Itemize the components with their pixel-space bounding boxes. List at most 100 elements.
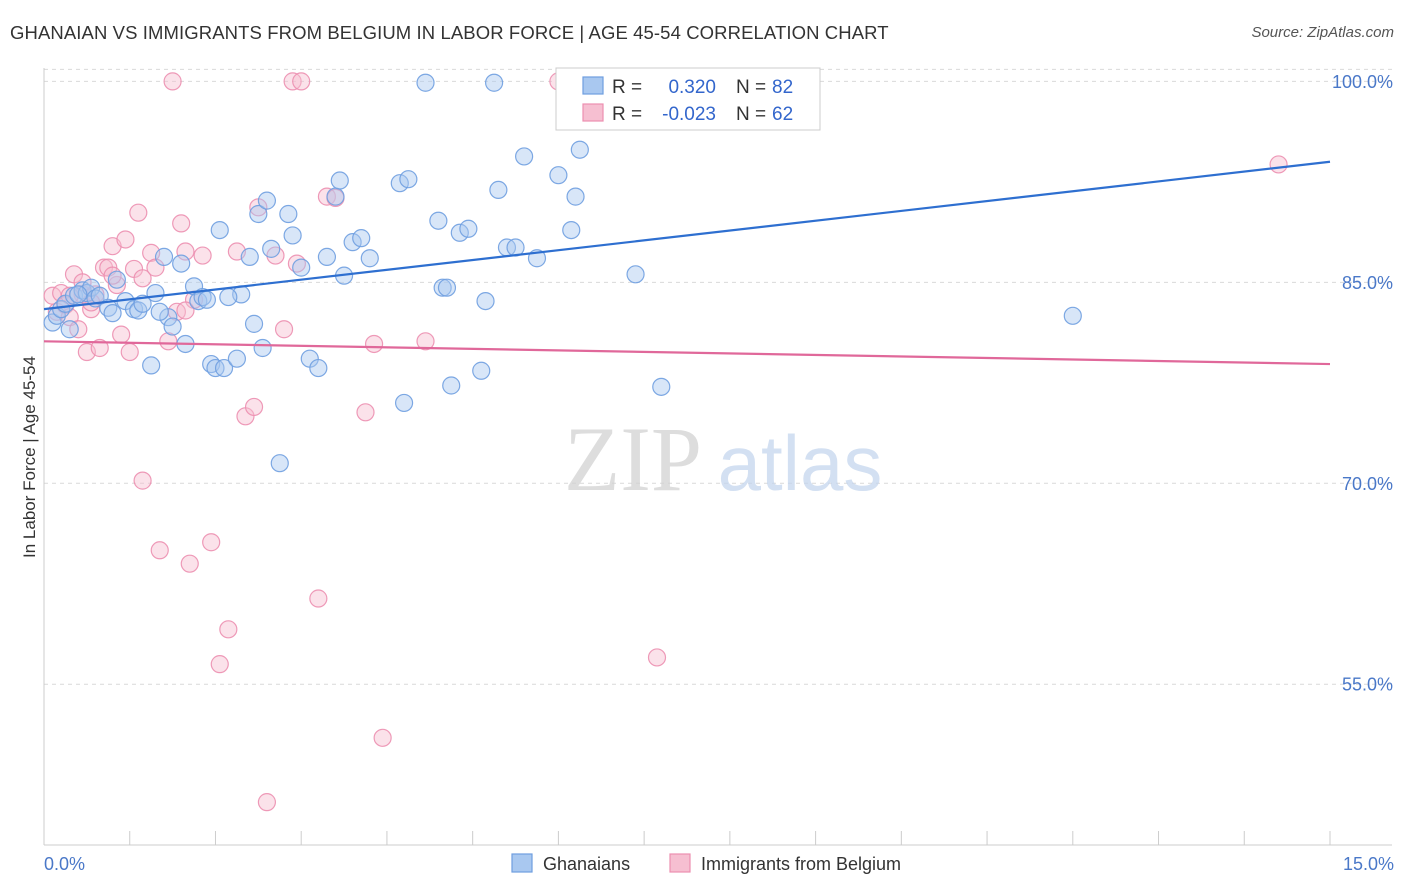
belgium-point-38 (244, 397, 264, 417)
ghanaian-point-51 (343, 233, 362, 252)
legend-r-label-0: R = (612, 77, 642, 98)
ghanaian-point-74 (566, 187, 585, 206)
y-tick-label-70: 70.0% (1342, 474, 1393, 494)
ghanaian-point-70 (515, 147, 534, 166)
ghanaian-point-35 (240, 247, 259, 266)
legend-r-label-1: R = (612, 104, 642, 125)
ghanaian-point-42 (279, 204, 298, 224)
ghanaian-point-20 (154, 247, 174, 266)
ghanaian-point-61 (442, 376, 461, 395)
gridlines (44, 68, 1392, 685)
y-tick-labels: 55.0% 70.0% 85.0% 100.0% (1332, 72, 1393, 695)
legend-swatch-belgium (582, 103, 604, 122)
ghanaian-point-60 (437, 278, 457, 297)
ghanaian-point-81 (219, 287, 238, 307)
ghanaian-point-72 (549, 166, 568, 185)
trend-line-ghanaians (43, 160, 1331, 311)
belgium-point-42 (274, 320, 294, 339)
watermark-atlas: atlas (718, 419, 883, 507)
ghanaian-point-52 (352, 229, 371, 248)
ghanaian-point-43 (283, 226, 302, 245)
ghanaian-point-80 (150, 302, 169, 321)
belgium-point-53 (647, 648, 667, 667)
ghanaian-point-36 (244, 314, 264, 333)
belgium-point-54 (1269, 155, 1288, 174)
belgium-point-17 (116, 230, 135, 249)
ghanaian-point-12 (103, 304, 122, 323)
belgium-point-24 (150, 541, 169, 560)
ghanaian-point-19 (146, 283, 165, 303)
belgium-point-21 (133, 269, 152, 288)
x-tick-label-min: 0.0% (44, 854, 85, 874)
trend-lines (43, 160, 1331, 366)
legend-r-value-1: -0.023 (662, 104, 716, 125)
ghanaian-point-46 (309, 358, 328, 378)
belgium-point-16 (112, 325, 131, 344)
ghanaian-point-23 (172, 254, 191, 273)
y-tick-label-55: 55.0% (1342, 675, 1393, 695)
axes (43, 68, 1392, 846)
ghanaian-point-49 (330, 171, 349, 190)
ghanaian-point-28 (197, 290, 216, 309)
belgium-point-33 (202, 533, 221, 552)
ghanaian-point-75 (570, 140, 589, 159)
ghanaian-point-48 (326, 187, 345, 206)
watermark: ZIP atlas (564, 408, 882, 510)
ghanaian-point-66 (485, 73, 504, 92)
watermark-zip: ZIP (564, 408, 702, 510)
bottom-legend-swatch-ghanaians (511, 853, 533, 873)
series-legend: Ghanaians Immigrants from Belgium (511, 853, 901, 874)
belgium-point-29 (176, 242, 195, 261)
ghanaian-point-59 (433, 278, 452, 297)
belgium-point-40 (257, 793, 277, 812)
ghanaian-point-4 (60, 320, 79, 339)
legend-n-value-0: 82 (772, 77, 793, 98)
belgium-point-32 (193, 246, 212, 265)
belgium-point-48 (356, 403, 375, 422)
ghanaian-point-18 (142, 356, 161, 375)
belgium-point-57 (133, 471, 152, 490)
ghanaian-point-77 (652, 377, 671, 396)
ghanaian-point-78 (1063, 306, 1082, 325)
belgium-point-26 (163, 72, 182, 91)
belgium-point-58 (176, 301, 195, 320)
belgium-point-18 (120, 342, 139, 362)
legend-n-label-1: N = (736, 104, 766, 125)
belgium-point-30 (180, 554, 199, 573)
ghanaian-point-54 (390, 174, 409, 193)
ghanaian-point-22 (163, 317, 182, 336)
legend-n-value-1: 62 (772, 104, 793, 125)
ghanaian-point-21 (159, 308, 178, 327)
ghanaian-point-67 (489, 180, 508, 200)
ghanaian-point-58 (429, 211, 448, 230)
belgium-point-15 (107, 275, 126, 295)
legend-r-value-0: 0.320 (668, 77, 716, 98)
ghanaian-point-53 (360, 249, 379, 268)
belgium-point-44 (292, 72, 311, 91)
ghanaian-point-13 (107, 270, 126, 289)
bottom-legend-label-belgium: Immigrants from Belgium (701, 854, 901, 874)
ghanaian-point-56 (399, 170, 418, 189)
ghanaian-point-57 (416, 73, 435, 92)
belgium-point-51 (416, 332, 435, 351)
x-ticks (129, 831, 1331, 845)
stats-legend: R = 0.320 N = 82 R = -0.023 N = 62 (555, 67, 821, 131)
belgium-point-28 (172, 214, 191, 233)
ghanaian-point-44 (292, 258, 311, 277)
belgium-point-50 (373, 728, 392, 747)
ghanaian-point-47 (317, 247, 337, 266)
trend-line-belgium (43, 340, 1331, 366)
bottom-legend-swatch-belgium (669, 853, 691, 873)
bottom-legend-label-ghanaians: Ghanaians (543, 854, 630, 874)
ghanaian-point-38 (253, 338, 272, 358)
ghanaian-point-17 (133, 294, 152, 313)
belgium-point-34 (210, 655, 229, 674)
ghanaian-point-64 (472, 361, 491, 380)
ghanaian-point-76 (626, 265, 645, 284)
ghanaian-point-62 (450, 223, 469, 242)
ghanaian-point-31 (210, 220, 229, 240)
belgium-point-11 (90, 338, 109, 358)
ghanaian-point-32 (214, 358, 234, 378)
belgium-point-49 (364, 334, 384, 354)
